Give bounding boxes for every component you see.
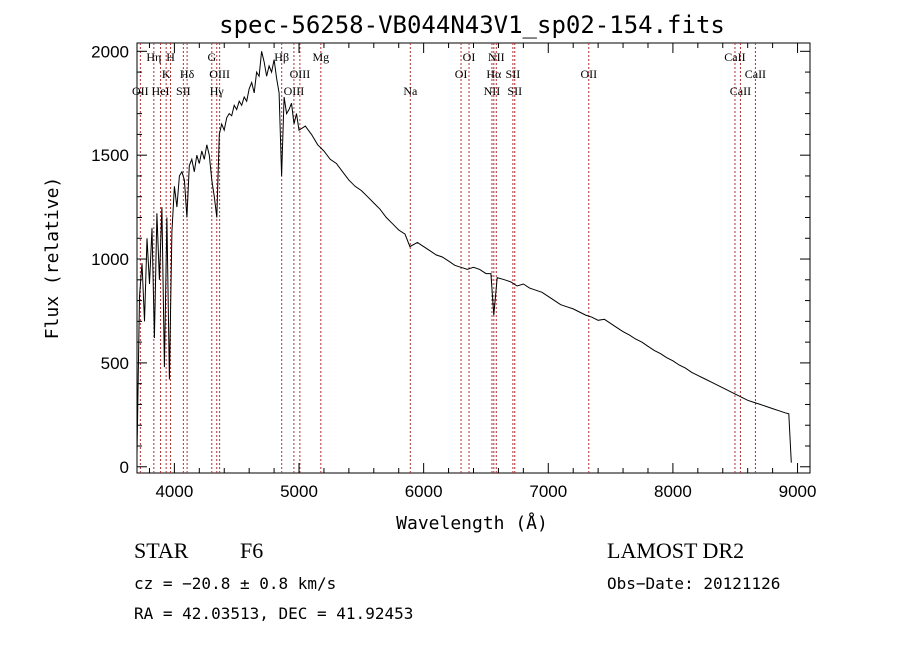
line-label-4: H: [166, 50, 175, 64]
x-axis-label: Wavelength (Å): [396, 512, 548, 534]
survey-name: LAMOST DR2: [607, 538, 745, 563]
line-label-0: OII: [132, 84, 149, 98]
plot-frame: [136, 42, 811, 474]
line-label-1: Hη: [146, 50, 161, 64]
line-label-19: NII: [488, 50, 505, 64]
line-label-11: OIII: [284, 84, 305, 98]
redshift-text: cz = −20.8 ± 0.8 km/s: [134, 574, 337, 593]
line-label-24: CaII: [730, 84, 751, 98]
object-subclass: F6: [240, 538, 264, 563]
line-label-25: CaII: [745, 67, 766, 81]
line-label-17: NII: [484, 84, 501, 98]
y-tick-label-4: 2000: [91, 42, 129, 61]
observation-date: Obs−Date: 20121126: [607, 574, 781, 593]
axis-tick-labels: 4000 5000 6000 7000 8000 9000 0 500 1000 1500 2000: [91, 42, 816, 501]
x-tick-label-5: 9000: [779, 482, 817, 501]
x-tick-label-0: 4000: [155, 482, 193, 501]
y-axis-label: Flux (relative): [42, 177, 63, 340]
x-tick-label-4: 8000: [654, 482, 692, 501]
line-label-23: CaII: [724, 50, 745, 64]
y-tick-label-1: 500: [101, 354, 129, 373]
line-label-22: OII: [580, 67, 597, 81]
y-tick-label-0: 0: [120, 458, 129, 477]
coordinates-text: RA = 42.03513, DEC = 41.92453: [134, 604, 414, 623]
line-label-18: Hα: [486, 67, 502, 81]
y-tick-label-2: 1000: [91, 250, 129, 269]
line-label-6: Hδ: [180, 67, 195, 81]
line-label-9: OIII: [209, 67, 230, 81]
line-label-10: Hβ: [274, 50, 289, 64]
x-tick-label-2: 6000: [405, 482, 443, 501]
line-label-20: SII: [506, 67, 521, 81]
y-tick-label-3: 1500: [91, 146, 129, 165]
line-label-5: SII: [176, 84, 191, 98]
chart-title: spec-56258-VB044N43V1_sp02-154.fits: [219, 11, 725, 39]
object-class: STAR: [134, 538, 189, 563]
spectrum-series-line: [136, 51, 792, 463]
x-tick-label-1: 5000: [280, 482, 318, 501]
spectral-line-markers: [139, 43, 756, 473]
axis-ticks: [137, 43, 810, 473]
line-label-16: OI: [463, 50, 476, 64]
x-tick-label-3: 7000: [529, 482, 567, 501]
line-label-14: Na: [403, 84, 418, 98]
line-label-3: K: [162, 67, 171, 81]
line-label-15: OI: [455, 67, 468, 81]
line-label-8: Hγ: [210, 84, 225, 98]
line-label-21: SII: [507, 84, 522, 98]
line-label-2: HeI: [152, 84, 170, 98]
line-label-12: OIII: [290, 67, 311, 81]
spectral-line-labels: OIIHηHeIKHSIIHδGHγOIIIHβOIIIOIIIMgNaOIOI…: [132, 50, 766, 98]
line-label-13: Mg: [312, 50, 329, 64]
line-label-7: G: [207, 50, 216, 64]
